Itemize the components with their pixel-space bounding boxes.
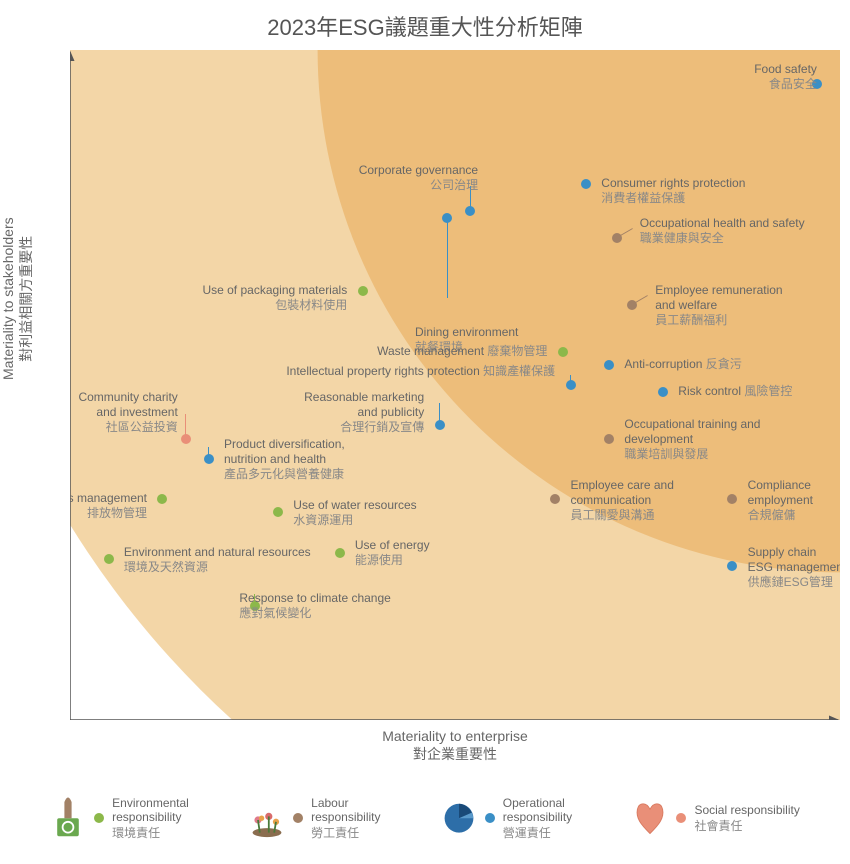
point-marketing: [435, 420, 445, 430]
point-occ_train: [604, 434, 614, 444]
point-env_nat: [104, 554, 114, 564]
point-emp_care: [550, 494, 560, 504]
label-compliance: Complianceemployment合規僱傭: [748, 478, 813, 523]
label-occ_train: Occupational training anddevelopment職業培訓…: [624, 417, 760, 462]
label-corp_gov: Corporate governance公司治理: [359, 163, 478, 193]
point-occ_health: [612, 233, 622, 243]
legend-deco-icon: [441, 793, 477, 843]
chart-area: Food safety食品安全 Consumer rights protectio…: [70, 50, 840, 720]
label-packaging: Use of packaging materials包裝材料使用: [202, 283, 347, 313]
point-corp_gov: [465, 206, 475, 216]
legend-text: Social responsibility社會責任: [694, 803, 799, 834]
point-ip_rights: [566, 380, 576, 390]
y-axis-label: Materiality to stakeholders 對利益相關方重要性: [0, 217, 36, 380]
label-emp_care: Employee care andcommunication員工關愛與溝通: [571, 478, 674, 523]
legend: Environmentalresponsibility環境責任 Labourre…: [20, 778, 830, 858]
label-food_safety: Food safety食品安全: [754, 62, 817, 92]
legend-lab: Labourresponsibility勞工責任: [249, 793, 380, 843]
point-waste: [558, 347, 568, 357]
point-compliance: [727, 494, 737, 504]
point-emissions: [157, 494, 167, 504]
legend-dot-icon: [676, 813, 686, 823]
point-energy: [335, 548, 345, 558]
legend-env: Environmentalresponsibility環境責任: [50, 793, 189, 843]
connector: [447, 218, 448, 298]
legend-text: Labourresponsibility勞工責任: [311, 796, 380, 841]
label-marketing: Reasonable marketingand publicity合理行銷及宣傳: [304, 390, 424, 435]
point-anti_corrupt: [604, 360, 614, 370]
point-supply_chain: [727, 561, 737, 571]
legend-dot-icon: [293, 813, 303, 823]
point-dining_env: [442, 213, 452, 223]
point-risk_ctrl: [658, 387, 668, 397]
label-climate: Response to climate change應對氣候變化: [239, 591, 390, 621]
label-charity: Community charityand investment社區公益投資: [78, 390, 177, 435]
legend-dot-icon: [485, 813, 495, 823]
label-consumer_rights: Consumer rights protection消費者權益保護: [601, 176, 745, 206]
legend-soc: Social responsibility社會責任: [632, 793, 799, 843]
legend-deco-icon: [50, 793, 86, 843]
point-emp_remun: [627, 300, 637, 310]
point-packaging: [358, 286, 368, 296]
legend-deco-icon: [632, 793, 668, 843]
chart-title: 2023年ESG議題重大性分析矩陣: [0, 10, 850, 42]
label-water: Use of water resources水資源運用: [293, 498, 416, 528]
legend-deco-icon: [249, 793, 285, 843]
label-occ_health: Occupational health and safety職業健康與安全: [640, 216, 805, 246]
label-ip_rights: Intellectual property rights protection …: [286, 364, 555, 379]
label-energy: Use of energy能源使用: [355, 538, 430, 568]
label-waste: Waste management 廢棄物管理: [377, 344, 547, 359]
x-axis-label: Materiality to enterprise 對企業重要性: [70, 728, 840, 764]
legend-ops: Operationalresponsibility營運責任: [441, 793, 572, 843]
legend-text: Environmentalresponsibility環境責任: [112, 796, 189, 841]
point-water: [273, 507, 283, 517]
legend-dot-icon: [94, 813, 104, 823]
point-prod_diverse: [204, 454, 214, 464]
legend-text: Operationalresponsibility營運責任: [503, 796, 572, 841]
point-consumer_rights: [581, 179, 591, 189]
label-supply_chain: Supply chainESG management供應鏈ESG管理: [748, 545, 840, 590]
label-emissions: Emissions management排放物管理: [70, 491, 147, 521]
label-risk_ctrl: Risk control 風險管控: [678, 384, 792, 399]
label-prod_diverse: Product diversification,nutrition and he…: [224, 437, 345, 482]
point-charity: [181, 434, 191, 444]
label-anti_corrupt: Anti-corruption 反貪污: [624, 357, 741, 372]
label-env_nat: Environment and natural resources環境及天然資源: [124, 545, 311, 575]
label-emp_remun: Employee remunerationand welfare員工薪酬福利: [655, 283, 782, 328]
